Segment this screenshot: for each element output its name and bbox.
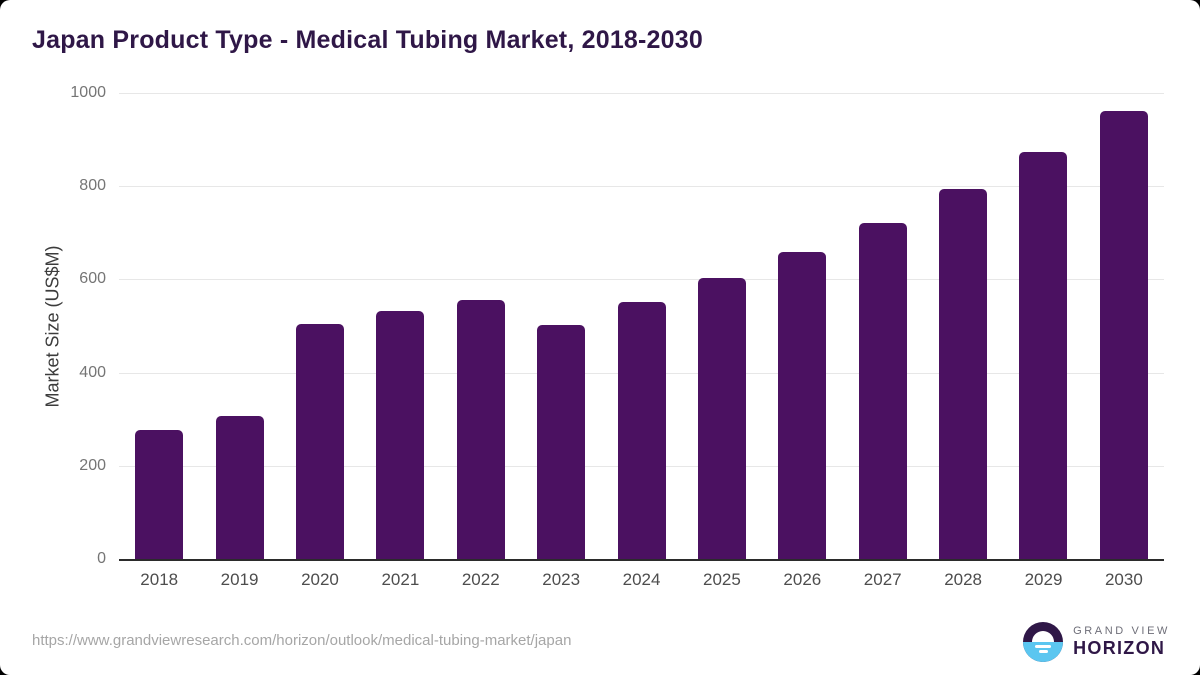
bar-2027[interactable] xyxy=(858,222,907,559)
bar-band-2028 xyxy=(923,93,1003,559)
horizon-sunrise-icon xyxy=(1023,622,1064,662)
grand-view-horizon-logo[interactable]: GRAND VIEW HORIZON xyxy=(1023,622,1170,662)
bar-band-2024 xyxy=(601,93,681,559)
chart-title: Japan Product Type - Medical Tubing Mark… xyxy=(32,26,703,54)
x-tick-label-2018: 2018 xyxy=(140,570,179,589)
x-tick-label-2022: 2022 xyxy=(461,570,500,589)
bar-band-2022 xyxy=(441,93,521,559)
bar-band-2020 xyxy=(280,93,360,559)
bar-band-2026 xyxy=(762,93,842,559)
bar-2022[interactable] xyxy=(456,299,505,559)
y-tick-label-800: 800 xyxy=(79,177,106,195)
bar-band-2030 xyxy=(1084,93,1164,559)
reflection-line-2 xyxy=(1038,650,1048,653)
bars-container xyxy=(119,93,1164,559)
plot-area xyxy=(119,93,1164,561)
bar-band-2021 xyxy=(360,93,440,559)
x-tick-label-2019: 2019 xyxy=(220,570,259,589)
x-tick-label-2026: 2026 xyxy=(783,570,822,589)
bar-2030[interactable] xyxy=(1099,111,1148,559)
logo-brand-top: GRAND VIEW xyxy=(1073,625,1170,638)
bar-band-2025 xyxy=(682,93,762,559)
y-tick-label-600: 600 xyxy=(79,270,106,288)
bar-band-2027 xyxy=(843,93,923,559)
bar-2025[interactable] xyxy=(697,278,746,559)
y-tick-label-1000: 1000 xyxy=(70,84,106,101)
x-tick-label-2024: 2024 xyxy=(622,570,661,589)
bar-2021[interactable] xyxy=(376,310,425,559)
bar-2029[interactable] xyxy=(1019,151,1068,559)
bar-band-2019 xyxy=(199,93,279,559)
x-tick-label-2020: 2020 xyxy=(301,570,339,589)
bar-2026[interactable] xyxy=(778,251,827,559)
x-tick-label-2029: 2029 xyxy=(1024,570,1063,589)
bar-2024[interactable] xyxy=(617,301,666,559)
bar-2023[interactable] xyxy=(537,324,586,559)
gridline-600 xyxy=(119,279,1164,281)
x-tick-label-2030: 2030 xyxy=(1104,570,1143,589)
sun-shape xyxy=(1032,631,1055,642)
logo-brand-bottom: HORIZON xyxy=(1073,638,1166,659)
gridline-800 xyxy=(119,186,1164,188)
y-tick-label-0: 0 xyxy=(97,550,106,567)
bar-2018[interactable] xyxy=(135,429,184,559)
y-tick-label-400: 400 xyxy=(79,363,106,381)
bar-band-2029 xyxy=(1003,93,1083,559)
reflection-line-1 xyxy=(1035,644,1052,648)
x-tick-label-2028: 2028 xyxy=(944,570,983,589)
y-tick-label-200: 200 xyxy=(79,456,106,474)
x-tick-label-2023: 2023 xyxy=(542,570,581,589)
y-axis-title: Market Size (US$M) xyxy=(42,245,63,408)
x-tick-label-2025: 2025 xyxy=(703,570,741,589)
logo-text: GRAND VIEW HORIZON xyxy=(1073,625,1170,659)
x-tick-label-2021: 2021 xyxy=(381,570,420,589)
bar-band-2018 xyxy=(119,93,199,559)
bar-2028[interactable] xyxy=(939,188,988,559)
bar-2019[interactable] xyxy=(215,416,264,559)
bar-band-2023 xyxy=(521,93,601,559)
gridline-1000 xyxy=(119,93,1164,94)
bar-2020[interactable] xyxy=(295,324,344,559)
source-url: https://www.grandviewresearch.com/horizo… xyxy=(32,632,572,649)
x-axis-labels: 2018 2019 2020 2021 2022 2023 2024 2025 2026 2027… xyxy=(119,570,1164,590)
x-tick-label-2027: 2027 xyxy=(863,570,902,589)
